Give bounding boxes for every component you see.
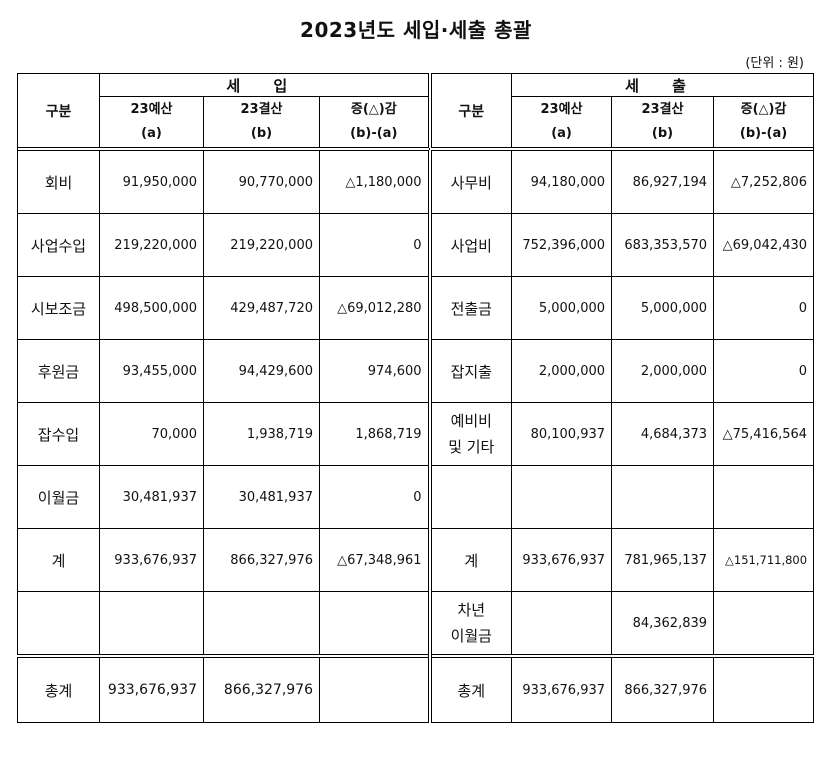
- income-total-diff: [318, 654, 431, 723]
- expense-diff-cell: [713, 465, 815, 529]
- income-diff-header: 증(△)감 (b)-(a): [318, 96, 431, 148]
- expense-diff-cell: 0: [713, 339, 815, 403]
- income-row-label: [17, 591, 100, 657]
- expense-settle-cell: 781,965,137: [611, 528, 715, 592]
- expense-settle-cell: 4,684,373: [611, 402, 715, 466]
- income-total-budget: 933,676,937: [99, 654, 204, 723]
- expense-row-label: 사업비: [427, 213, 513, 277]
- income-settle-cell: [203, 591, 320, 657]
- header-row-group: 구분 세 입 구분 세 출: [17, 73, 815, 148]
- table-row: 이월금 30,481,937 30,481,937 0: [17, 465, 815, 529]
- income-total-settle: 866,327,976: [203, 654, 320, 723]
- income-budget-cell: 219,220,000: [99, 213, 204, 277]
- expense-settle-header: 23결산 (b): [611, 96, 715, 148]
- income-diff-cell: 0: [318, 213, 431, 277]
- unit-label: (단위 : 원): [745, 56, 804, 71]
- expense-total-diff: [713, 654, 815, 723]
- expense-budget-cell: 80,100,937: [511, 402, 613, 466]
- expense-budget-cell: [511, 465, 613, 529]
- table-row: 잡수입 70,000 1,938,719 1,868,719 예비비 및 기타 8…: [17, 402, 815, 466]
- income-diff-cell: △69,012,280: [318, 276, 431, 340]
- income-settle-cell: 429,487,720: [203, 276, 320, 340]
- income-settle-cell: 90,770,000: [203, 150, 320, 214]
- expense-row-label: [427, 465, 513, 529]
- income-diff-cell: 974,600: [318, 339, 431, 403]
- income-group-header: 세 입: [98, 73, 431, 97]
- income-row-label: 사업수입: [17, 213, 100, 277]
- expense-row-label: 잡지출: [427, 339, 513, 403]
- income-row-label: 후원금: [17, 339, 100, 403]
- subtotal-row: 계 933,676,937 866,327,976 △67,348,961 계 …: [17, 528, 815, 592]
- table-row: 시보조금 498,500,000 429,487,720 △69,012,280…: [17, 276, 815, 340]
- expense-row-label: 예비비 및 기타: [427, 402, 513, 466]
- income-row-label: 계: [17, 528, 100, 592]
- expense-total-label: 총계: [427, 654, 513, 723]
- expense-settle-cell: 86,927,194: [611, 150, 715, 214]
- expense-budget-cell: 94,180,000: [511, 150, 613, 214]
- table-row: 사업수입 219,220,000 219,220,000 0 사업비 752,3…: [17, 213, 815, 277]
- total-row: 총계 933,676,937 866,327,976 총계 933,676,93…: [17, 654, 815, 723]
- expense-row-label: 차년 이월금: [427, 591, 513, 657]
- expense-diff-header: 증(△)감 (b)-(a): [713, 96, 815, 148]
- expense-budget-cell: 2,000,000: [511, 339, 613, 403]
- income-row-label: 시보조금: [17, 276, 100, 340]
- income-budget-cell: 91,950,000: [99, 150, 204, 214]
- income-budget-cell: 30,481,937: [99, 465, 204, 529]
- income-settle-cell: 866,327,976: [203, 528, 320, 592]
- income-budget-cell: [99, 591, 204, 657]
- expense-row-label: 계: [427, 528, 513, 592]
- expense-budget-cell: [511, 591, 613, 657]
- expense-diff-cell: △151,711,800: [713, 528, 815, 592]
- table-row: 차년 이월금 84,362,839: [17, 591, 815, 657]
- expense-budget-cell: 933,676,937: [511, 528, 613, 592]
- income-diff-cell: [318, 591, 431, 657]
- page-title: 2023년도 세입·세출 총괄: [300, 18, 532, 42]
- income-budget-header: 23예산 (a): [99, 96, 204, 148]
- expense-total-settle: 866,327,976: [611, 654, 715, 723]
- expense-diff-cell: △75,416,564: [713, 402, 815, 466]
- expense-diff-cell: △7,252,806: [713, 150, 815, 214]
- income-row-label: 회비: [17, 150, 100, 214]
- income-settle-cell: 1,938,719: [203, 402, 320, 466]
- income-budget-cell: 93,455,000: [99, 339, 204, 403]
- expense-total-budget: 933,676,937: [511, 654, 613, 723]
- income-gubun-header: 구분: [17, 73, 100, 148]
- expense-settle-cell: 2,000,000: [611, 339, 715, 403]
- expense-budget-header: 23예산 (a): [511, 96, 613, 148]
- expense-settle-cell: 683,353,570: [611, 213, 715, 277]
- header-row-columns: 23예산 (a) 23결산 (b) 증(△)감 (b)-(a) 23예산 (a) 23결…: [18, 96, 815, 148]
- income-budget-cell: 933,676,937: [99, 528, 204, 592]
- income-diff-cell: 0: [318, 465, 431, 529]
- income-diff-cell: 1,868,719: [318, 402, 431, 466]
- expense-gubun-header: 구분: [427, 73, 513, 148]
- expense-group-header: 세 출: [511, 73, 815, 97]
- expense-row-label: 사무비: [427, 150, 513, 214]
- expense-diff-cell: △69,042,430: [713, 213, 815, 277]
- table-row: 후원금 93,455,000 94,429,600 974,600 잡지출 2,…: [17, 339, 815, 403]
- expense-row-label: 전출금: [427, 276, 513, 340]
- income-budget-cell: 70,000: [99, 402, 204, 466]
- expense-budget-cell: 752,396,000: [511, 213, 613, 277]
- income-total-label: 총계: [17, 654, 100, 723]
- expense-diff-cell: 0: [713, 276, 815, 340]
- expense-budget-cell: 5,000,000: [511, 276, 613, 340]
- income-settle-header: 23결산 (b): [203, 96, 320, 148]
- summary-table: 구분 세 입 구분 세 출 23예산 (a) 23결산 (b) 증(△)감 (b)-(…: [16, 73, 815, 723]
- expense-diff-cell: [713, 591, 815, 657]
- income-settle-cell: 94,429,600: [203, 339, 320, 403]
- expense-settle-cell: 5,000,000: [611, 276, 715, 340]
- table-row: 회비 91,950,000 90,770,000 △1,180,000 사무비 …: [17, 150, 815, 214]
- income-settle-cell: 30,481,937: [203, 465, 320, 529]
- income-row-label: 이월금: [17, 465, 100, 529]
- expense-settle-cell: 84,362,839: [611, 591, 715, 657]
- income-diff-cell: △1,180,000: [318, 150, 431, 214]
- income-settle-cell: 219,220,000: [203, 213, 320, 277]
- expense-settle-cell: [611, 465, 715, 529]
- income-diff-cell: △67,348,961: [318, 528, 431, 592]
- income-budget-cell: 498,500,000: [99, 276, 204, 340]
- income-row-label: 잡수입: [17, 402, 100, 466]
